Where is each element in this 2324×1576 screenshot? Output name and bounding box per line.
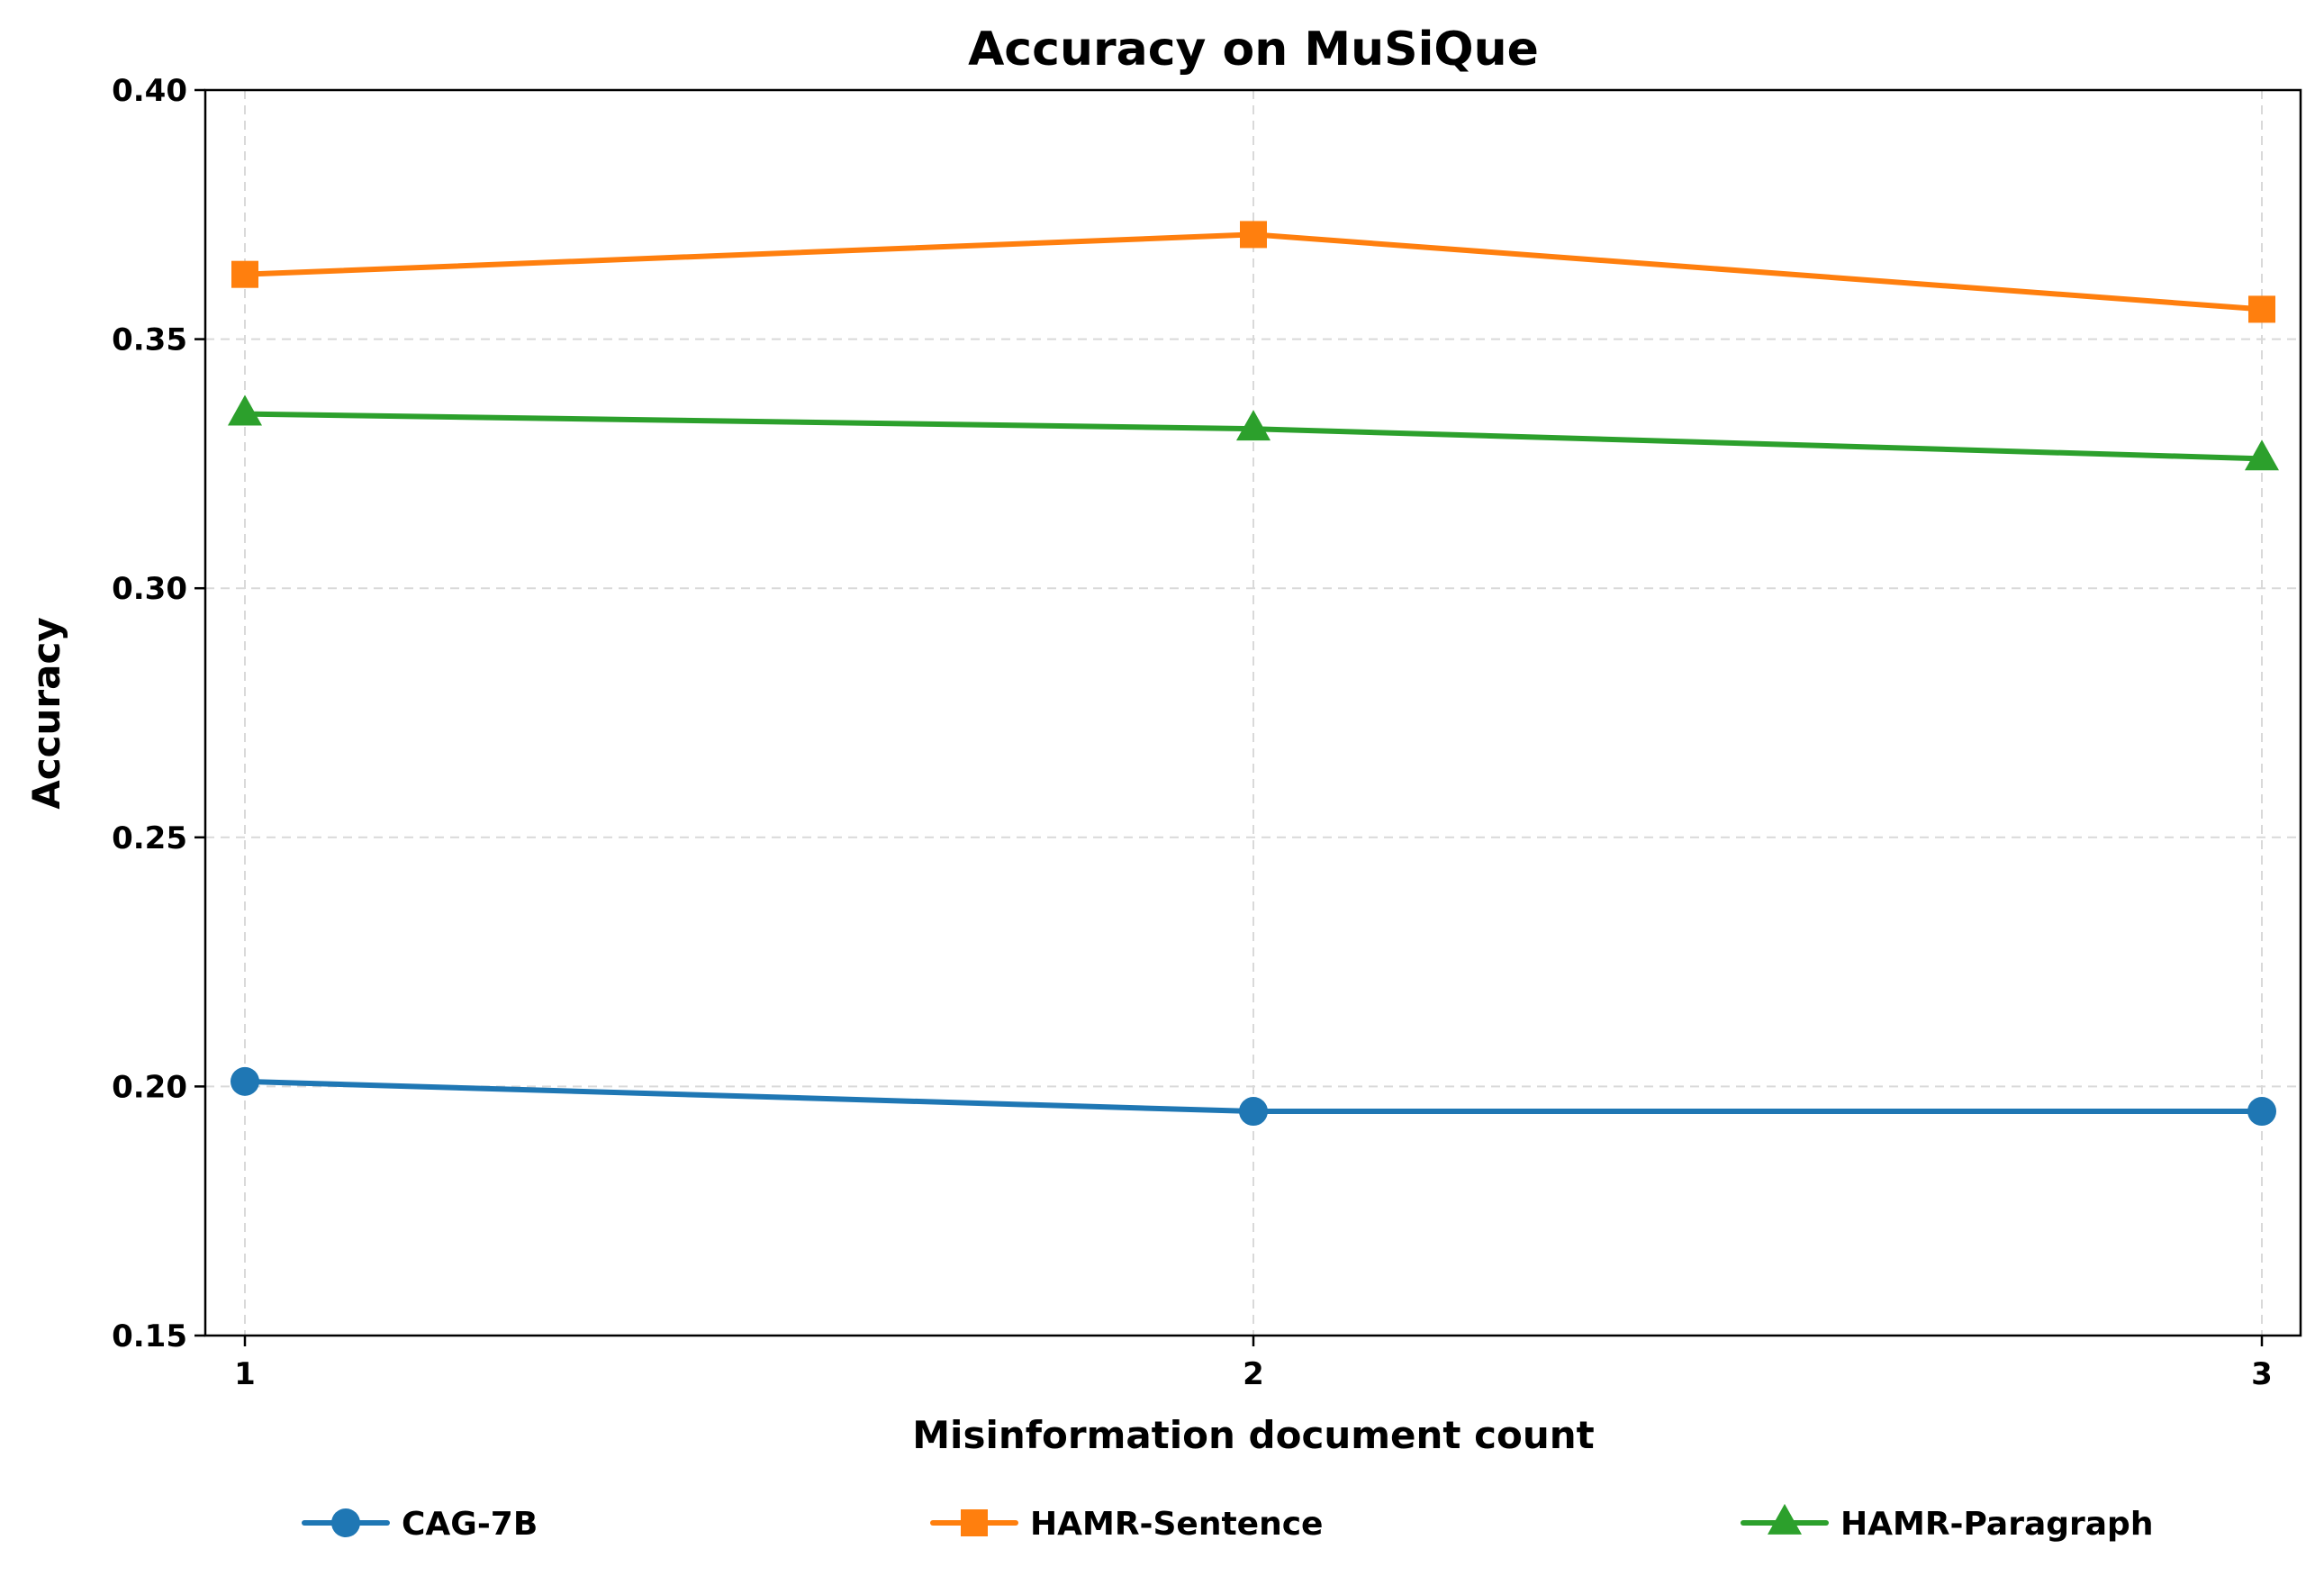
- legend-marker-hamr-paragraph: [1768, 1503, 1802, 1535]
- legend-item-hamr-paragraph: HAMR-Paragraph: [1741, 1503, 2153, 1543]
- data-point-hamr-sentence: [231, 260, 258, 288]
- series-layer: [228, 221, 2279, 1127]
- legend-item-cag-7b: CAG-7B: [302, 1506, 538, 1543]
- series-hamr-paragraph: [228, 394, 2279, 471]
- legend-marker-cag-7b: [331, 1508, 360, 1537]
- y-tick-label: 0.30: [112, 571, 187, 607]
- legend: CAG-7B HAMR-Sentence HAMR-Paragraph: [302, 1503, 2153, 1543]
- legend-label-cag-7b: CAG-7B: [402, 1506, 538, 1543]
- x-axis-title: Misinformation document count: [912, 1413, 1594, 1457]
- data-point-hamr-paragraph: [1236, 410, 1271, 441]
- data-point-cag-7b: [1239, 1097, 1268, 1127]
- y-tick-label: 0.35: [112, 322, 187, 358]
- y-tick-label: 0.25: [112, 820, 187, 856]
- chart-title: Accuracy on MuSiQue: [968, 23, 1539, 77]
- data-point-hamr-sentence: [1240, 221, 1267, 249]
- data-point-cag-7b: [2247, 1097, 2276, 1127]
- y-tick-label: 0.40: [112, 73, 187, 109]
- y-axis-title: Accuracy: [24, 617, 68, 810]
- x-tick-label: 2: [1243, 1356, 1264, 1392]
- series-hamr-sentence: [231, 221, 2275, 323]
- y-tick-label: 0.15: [112, 1318, 187, 1354]
- axis-layer: 0.15 0.20 0.25 0.30 0.35 0.40 1 2 3: [112, 73, 2273, 1392]
- legend-marker-hamr-sentence: [961, 1509, 988, 1536]
- legend-item-hamr-sentence: HAMR-Sentence: [930, 1506, 1323, 1543]
- legend-label-hamr-sentence: HAMR-Sentence: [1030, 1506, 1323, 1543]
- x-tick-label: 3: [2251, 1356, 2273, 1392]
- data-point-hamr-sentence: [2248, 295, 2275, 323]
- data-point-hamr-paragraph: [228, 394, 262, 426]
- legend-label-hamr-paragraph: HAMR-Paragraph: [1840, 1506, 2153, 1543]
- data-point-hamr-paragraph: [2245, 439, 2279, 471]
- grid-layer: [205, 89, 2301, 1336]
- data-point-cag-7b: [231, 1066, 259, 1096]
- x-tick-label: 1: [234, 1356, 256, 1392]
- y-tick-label: 0.20: [112, 1069, 187, 1105]
- series-cag-7b: [231, 1066, 2276, 1127]
